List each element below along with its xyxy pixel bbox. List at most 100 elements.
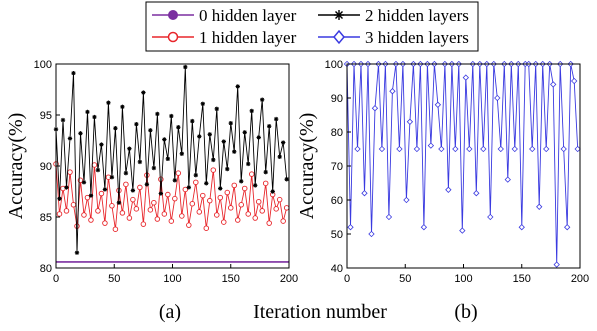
point-a-2-2 <box>60 117 66 123</box>
point-a-2-60 <box>263 169 268 175</box>
point-a-2-20 <box>123 170 129 176</box>
point-a-2-40 <box>193 172 198 178</box>
plot-b-series <box>343 60 581 268</box>
point-a-2-49 <box>225 166 230 172</box>
y-tick-label-a-2: 90 <box>40 161 52 173</box>
point-a-1-23 <box>133 206 140 212</box>
x-tick-label-a-3: 150 <box>222 273 240 285</box>
point-a-2-64 <box>277 154 282 160</box>
point-a-1-9 <box>84 194 91 201</box>
plot-a-ticks: 0 50 100 150 200 80 85 90 95 100 <box>34 59 299 285</box>
point-a-2-30 <box>158 191 164 196</box>
point-a-1-5 <box>70 202 77 208</box>
point-a-1-48 <box>221 219 227 225</box>
point-b-0-60 <box>553 261 560 268</box>
point-a-1-8 <box>81 212 87 218</box>
point-a-2-41 <box>197 134 202 139</box>
point-a-2-27 <box>148 128 153 133</box>
y-tick-label-b-3: 70 <box>331 161 343 173</box>
legend-marker-0 <box>168 10 178 20</box>
point-a-1-3 <box>63 208 70 214</box>
point-b-0-66 <box>574 145 581 153</box>
plot-b-ticks: 0 50 100 150 200 40 50 60 70 80 90 100 <box>325 59 590 285</box>
point-a-2-48 <box>221 139 226 144</box>
point-b-0-8 <box>371 105 379 112</box>
point-a-2-15 <box>106 100 111 105</box>
point-a-1-36 <box>179 213 185 219</box>
point-a-2-12 <box>95 167 101 173</box>
x-tick-label-b-1: 50 <box>399 273 411 285</box>
point-a-1-54 <box>241 185 248 192</box>
point-a-2-59 <box>260 97 265 102</box>
point-b-0-44 <box>497 145 504 153</box>
point-a-1-28 <box>151 199 157 206</box>
point-a-1-19 <box>119 210 126 216</box>
point-a-2-57 <box>253 183 258 188</box>
point-a-2-11 <box>92 114 97 120</box>
point-a-2-38 <box>186 185 192 190</box>
point-a-2-53 <box>239 179 244 184</box>
point-a-2-29 <box>155 111 160 117</box>
panel-label-b: (b) <box>454 301 477 323</box>
point-a-2-62 <box>270 189 275 194</box>
point-a-1-49 <box>224 189 231 196</box>
point-a-2-16 <box>109 175 115 180</box>
legend-box <box>145 1 479 52</box>
point-b-0-17 <box>403 196 410 204</box>
point-b-0-18 <box>406 118 414 125</box>
point-a-2-44 <box>207 132 212 137</box>
point-a-2-19 <box>120 104 125 110</box>
point-a-2-3 <box>64 185 69 190</box>
point-b-0-7 <box>368 230 375 238</box>
legend-marker-3 <box>333 29 345 45</box>
point-b-0-10 <box>378 145 386 153</box>
point-b-0-13 <box>389 88 396 95</box>
point-a-1-24 <box>137 184 143 191</box>
point-a-1-31 <box>161 211 168 217</box>
point-b-0-43 <box>494 94 501 102</box>
legend-label-0: 0 hidden layer <box>199 6 297 25</box>
point-a-2-4 <box>67 136 73 141</box>
y-tick-label-a-3: 95 <box>40 110 52 122</box>
point-a-1-6 <box>74 223 80 229</box>
point-a-2-7 <box>78 131 83 136</box>
point-a-1-55 <box>245 211 251 217</box>
point-a-2-45 <box>211 157 216 163</box>
point-a-2-22 <box>130 188 136 193</box>
point-a-1-47 <box>217 194 224 201</box>
legend-marker-2 <box>167 31 179 43</box>
x-tick-label-a-0: 0 <box>53 273 59 285</box>
point-a-1-2 <box>60 185 66 192</box>
point-a-1-38 <box>186 222 192 228</box>
point-a-1-27 <box>147 207 154 213</box>
series-line-b-0 <box>346 63 579 265</box>
point-a-2-65 <box>280 140 286 145</box>
point-b-0-33 <box>459 227 466 234</box>
point-a-2-31 <box>162 137 167 142</box>
point-a-1-61 <box>266 220 272 226</box>
point-a-2-43 <box>204 181 209 186</box>
point-a-1-60 <box>262 180 269 187</box>
point-a-2-8 <box>81 180 87 185</box>
point-a-1-63 <box>273 206 279 212</box>
point-a-1-64 <box>276 196 283 203</box>
point-a-2-9 <box>85 109 90 115</box>
point-a-1-44 <box>207 197 213 204</box>
point-a-2-6 <box>74 250 80 255</box>
point-a-2-24 <box>137 159 143 165</box>
point-a-2-66 <box>284 177 289 182</box>
point-a-2-56 <box>249 108 254 114</box>
x-tick-label-b-2: 100 <box>454 273 472 285</box>
x-tick-label-a-2: 100 <box>163 273 181 285</box>
point-b-0-55 <box>536 203 543 210</box>
point-a-1-34 <box>172 195 178 202</box>
point-a-2-25 <box>141 90 146 95</box>
point-a-2-37 <box>183 64 188 70</box>
point-a-2-26 <box>144 182 150 187</box>
point-a-1-45 <box>210 167 217 173</box>
point-a-2-42 <box>200 101 205 106</box>
point-b-0-24 <box>427 142 435 149</box>
point-a-2-18 <box>116 200 122 205</box>
point-a-2-17 <box>113 126 118 131</box>
